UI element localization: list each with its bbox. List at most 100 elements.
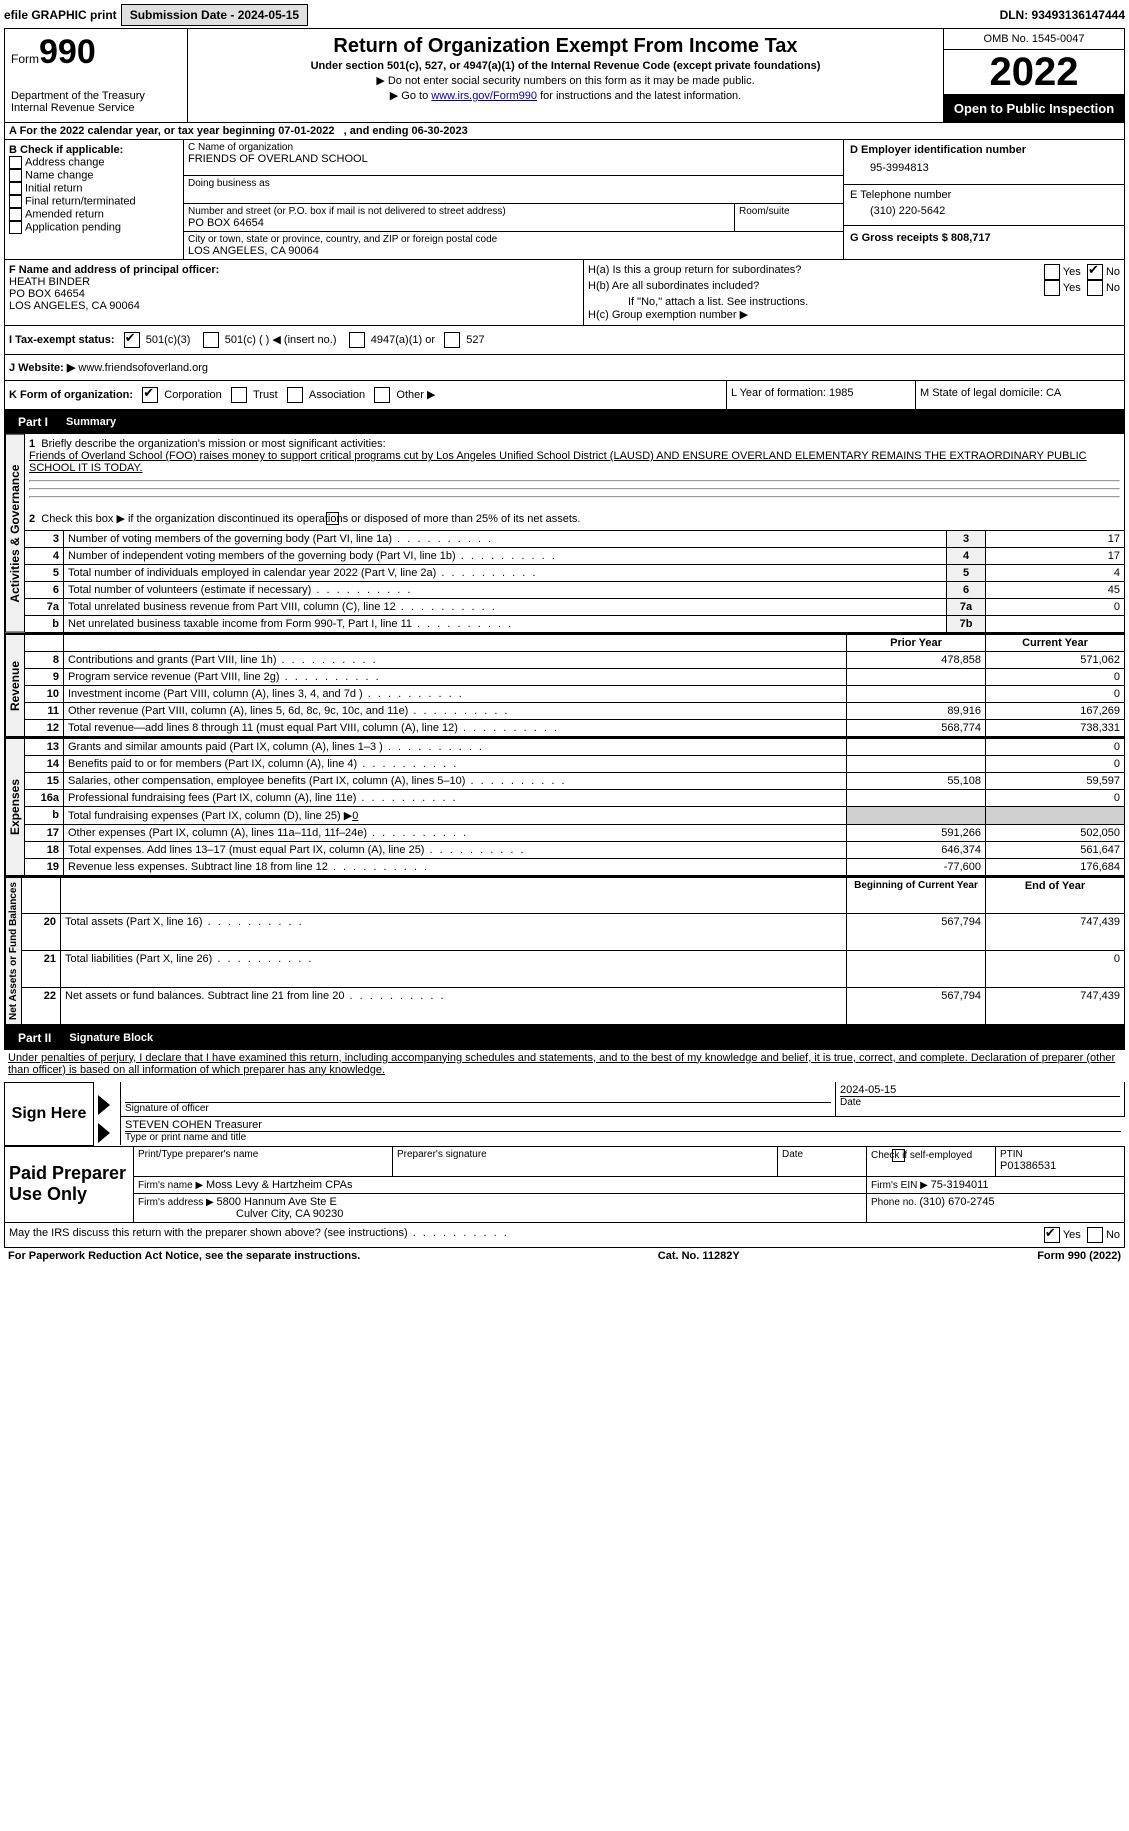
cb-final-return[interactable]: Final return/terminated	[9, 195, 179, 208]
expenses-table: 13Grants and similar amounts paid (Part …	[25, 738, 1124, 876]
i-label: I Tax-exempt status:	[9, 334, 115, 346]
table-row: 17Other expenses (Part IX, column (A), l…	[25, 824, 1124, 841]
table-row: 15Salaries, other compensation, employee…	[25, 772, 1124, 789]
cb-other[interactable]	[374, 387, 390, 403]
firm-addr2: Culver City, CA 90230	[138, 1208, 343, 1220]
table-row: 4Number of independent voting members of…	[25, 547, 1124, 564]
dln-label: DLN: 93493136147444	[1000, 8, 1125, 22]
side-expenses: Expenses	[5, 738, 25, 876]
sig-officer-label: Signature of officer	[125, 1102, 831, 1114]
hdr-current: Current Year	[986, 634, 1125, 651]
ptin-label: PTIN	[1000, 1149, 1120, 1160]
efile-label: efile GRAPHIC print	[4, 8, 117, 22]
mission-text: Friends of Overland School (FOO) raises …	[29, 450, 1087, 474]
cb-4947[interactable]	[349, 332, 365, 348]
officer-name: HEATH BINDER	[9, 276, 579, 288]
cb-discuss-yes[interactable]	[1044, 1227, 1060, 1243]
ag-table: 3Number of voting members of the governi…	[25, 530, 1124, 633]
cb-initial-return[interactable]: Initial return	[9, 182, 179, 195]
firm-ein: 75-3194011	[931, 1179, 989, 1191]
cb-hb-yes[interactable]	[1044, 280, 1060, 296]
cb-self-employed[interactable]	[892, 1149, 905, 1162]
line2: 2 Check this box ▶ if the organization d…	[25, 508, 1124, 530]
footer-mid: Cat. No. 11282Y	[658, 1250, 740, 1262]
paid-preparer-block: Paid Preparer Use Only Print/Type prepar…	[4, 1146, 1125, 1223]
cb-assoc[interactable]	[287, 387, 303, 403]
officer-print-label: Type or print name and title	[125, 1131, 1121, 1143]
arrow-icon	[98, 1095, 110, 1115]
table-row: 12Total revenue—add lines 8 through 11 (…	[25, 719, 1124, 736]
sig-date-value: 2024-05-15	[840, 1084, 1120, 1096]
arrow-icon	[98, 1123, 110, 1143]
cb-application-pending[interactable]: Application pending	[9, 221, 179, 234]
table-row: 9Program service revenue (Part VIII, lin…	[25, 668, 1124, 685]
city-label: City or town, state or province, country…	[188, 234, 839, 245]
block-b-label: B Check if applicable:	[9, 144, 179, 156]
cb-527[interactable]	[444, 332, 460, 348]
line1: 1 Briefly describe the organization's mi…	[25, 434, 1124, 508]
h-a-row: H(a) Is this a group return for subordin…	[588, 264, 1120, 280]
cb-501c[interactable]	[203, 332, 219, 348]
p-name-label: Print/Type preparer's name	[138, 1149, 388, 1160]
officer-print-name: STEVEN COHEN Treasurer	[125, 1119, 1121, 1131]
paid-preparer-label: Paid Preparer Use Only	[5, 1146, 134, 1222]
form-subtitle: Under section 501(c), 527, or 4947(a)(1)…	[192, 60, 939, 72]
e-phone-label: E Telephone number	[850, 189, 1118, 201]
officer-addr2: LOS ANGELES, CA 90064	[9, 300, 579, 312]
hdr-prior: Prior Year	[847, 634, 986, 651]
top-bar: efile GRAPHIC print Submission Date - 20…	[4, 4, 1125, 26]
room-label: Room/suite	[739, 206, 839, 217]
cb-trust[interactable]	[231, 387, 247, 403]
cb-address-change[interactable]: Address change	[9, 156, 179, 169]
dept-label: Department of the Treasury	[11, 90, 181, 102]
form-header: Form990 Department of the Treasury Inter…	[4, 28, 1125, 123]
cb-ha-no[interactable]	[1087, 264, 1103, 280]
table-row: 14Benefits paid to or for members (Part …	[25, 755, 1124, 772]
table-row: 11Other revenue (Part VIII, column (A), …	[25, 702, 1124, 719]
open-to-public: Open to Public Inspection	[944, 95, 1124, 122]
p-date-label: Date	[782, 1149, 862, 1160]
irs-link[interactable]: www.irs.gov/Form990	[431, 90, 537, 102]
table-row: 7aTotal unrelated business revenue from …	[25, 598, 1124, 615]
form-number: Form990	[11, 33, 181, 72]
firm-addr1: 5800 Hannum Ave Ste E	[217, 1196, 337, 1208]
p-sig-label: Preparer's signature	[397, 1149, 773, 1160]
table-row: 21Total liabilities (Part X, line 26)0	[22, 951, 1124, 988]
j-label: J Website: ▶	[9, 362, 75, 374]
org-name: FRIENDS OF OVERLAND SCHOOL	[188, 153, 839, 165]
cb-discuss-no[interactable]	[1087, 1227, 1103, 1243]
footer-left: For Paperwork Reduction Act Notice, see …	[8, 1250, 360, 1262]
org-info-block: B Check if applicable: Address change Na…	[4, 140, 1125, 260]
firm-phone: (310) 670-2745	[919, 1196, 994, 1208]
table-row: 22Net assets or fund balances. Subtract …	[22, 987, 1124, 1024]
h-b-note: If "No," attach a list. See instructions…	[588, 296, 1120, 308]
period-row: A For the 2022 calendar year, or tax yea…	[4, 123, 1125, 140]
cb-discontinued[interactable]	[326, 512, 339, 525]
cb-corp[interactable]	[142, 387, 158, 403]
table-row: 3Number of voting members of the governi…	[25, 530, 1124, 547]
cb-name-change[interactable]: Name change	[9, 169, 179, 182]
dba-label: Doing business as	[188, 178, 839, 189]
table-row: 19Revenue less expenses. Subtract line 1…	[25, 858, 1124, 875]
l-year: L Year of formation: 1985	[727, 381, 916, 409]
note-link: ▶ Go to www.irs.gov/Form990 for instruct…	[192, 89, 939, 102]
irs-label: Internal Revenue Service	[11, 102, 181, 114]
d-ein-label: D Employer identification number	[850, 144, 1118, 156]
cb-ha-yes[interactable]	[1044, 264, 1060, 280]
cb-hb-no[interactable]	[1087, 280, 1103, 296]
submission-date-button[interactable]: Submission Date - 2024-05-15	[121, 4, 308, 26]
ptin-value: P01386531	[1000, 1160, 1120, 1172]
footer-right: Form 990 (2022)	[1037, 1250, 1121, 1262]
table-row: 5Total number of individuals employed in…	[25, 564, 1124, 581]
sign-here-block: Sign Here Signature of officer 2024-05-1…	[4, 1082, 1125, 1146]
website-value: www.friendsofoverland.org	[78, 362, 208, 374]
officer-group-block: F Name and address of principal officer:…	[4, 260, 1125, 326]
sign-here-label: Sign Here	[5, 1082, 94, 1145]
page-footer: For Paperwork Reduction Act Notice, see …	[4, 1248, 1125, 1264]
side-revenue: Revenue	[5, 634, 25, 737]
part2-header: Part II Signature Block	[4, 1026, 1125, 1050]
cb-501c3[interactable]	[124, 332, 140, 348]
c-name-label: C Name of organization	[188, 142, 839, 153]
discuss-row: May the IRS discuss this return with the…	[4, 1223, 1125, 1248]
cb-amended-return[interactable]: Amended return	[9, 208, 179, 221]
